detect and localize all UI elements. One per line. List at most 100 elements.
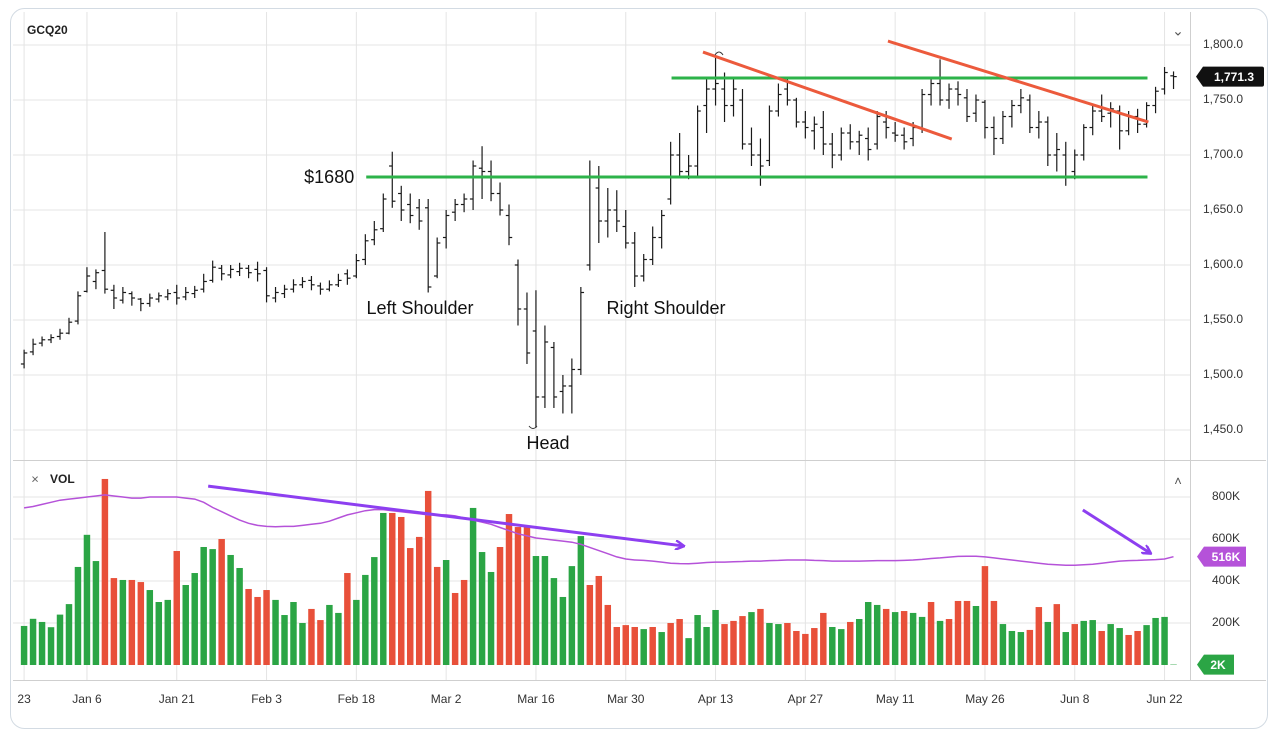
y-tick-label: 1,550.0	[1203, 312, 1243, 326]
volume-bar	[614, 627, 620, 665]
volume-bar	[1107, 624, 1113, 665]
volume-bar	[326, 605, 332, 665]
volume-bar	[901, 611, 907, 665]
volume-bar	[973, 606, 979, 665]
volume-bar	[649, 627, 655, 665]
volume-bar	[84, 535, 90, 665]
volume-bar	[640, 629, 646, 665]
volume-bar	[488, 572, 494, 665]
volume-bar	[910, 613, 916, 665]
volume-bar	[1080, 621, 1086, 665]
volume-bar	[39, 622, 45, 665]
x-tick-label: Mar 16	[517, 692, 555, 706]
volume-bar	[497, 547, 503, 665]
y-tick-label: 400K	[1212, 573, 1240, 587]
volume-bar	[479, 552, 485, 665]
collapse-toggle[interactable]: ⌄	[1172, 23, 1184, 39]
expand-toggle[interactable]: ˄	[1174, 473, 1182, 488]
y-tick-label: 1,700.0	[1203, 147, 1243, 161]
volume-bar	[838, 629, 844, 665]
volume-bar	[739, 616, 745, 665]
x-tick-label: 23	[17, 692, 31, 706]
volume-bar	[991, 601, 997, 665]
y-tick-label: 800K	[1212, 489, 1240, 503]
x-tick-label: Apr 13	[698, 692, 734, 706]
volume-bar	[524, 527, 530, 665]
y-tick-label: 200K	[1212, 615, 1240, 629]
volume-bar	[254, 597, 260, 665]
volume-bar	[57, 615, 63, 665]
volume-bar	[703, 627, 709, 665]
volume-bar	[937, 621, 943, 665]
volume-bar	[560, 597, 566, 665]
y-tick-label: 1,600.0	[1203, 257, 1243, 271]
volume-bar	[847, 622, 853, 665]
volume-bar	[820, 613, 826, 665]
volume-bar	[1098, 631, 1104, 665]
volume-bar	[165, 600, 171, 665]
volume-bar	[982, 566, 988, 665]
volume-bar	[730, 621, 736, 665]
volume-bar	[1036, 607, 1042, 665]
y-tick-label: 1,650.0	[1203, 202, 1243, 216]
volume-bar	[245, 589, 251, 665]
annotation: Head	[526, 433, 569, 453]
volume-bar	[1134, 631, 1140, 665]
volume-bar	[200, 547, 206, 665]
volume-bar	[551, 578, 557, 665]
volume-bar	[658, 632, 664, 665]
volume-bar	[685, 638, 691, 665]
volume-bar	[75, 567, 81, 665]
volume-bar	[335, 613, 341, 665]
volume-bar	[802, 634, 808, 665]
volume-bar	[1000, 624, 1006, 665]
volume-bar	[542, 556, 548, 665]
volume-bar	[389, 513, 395, 665]
volume-bar	[1143, 625, 1149, 665]
volume-bar	[1063, 632, 1069, 665]
volume-bar	[533, 556, 539, 665]
annotation: Left Shoulder	[366, 298, 473, 318]
volume-bar	[874, 605, 880, 665]
volume-bar	[102, 479, 108, 665]
volume-bar	[578, 536, 584, 665]
volume-bar	[829, 627, 835, 665]
x-tick-label: Mar 30	[607, 692, 645, 706]
volume-bar	[721, 624, 727, 665]
volume-bar	[1018, 632, 1024, 665]
volume-bar	[1125, 635, 1131, 665]
volume-bar	[1027, 630, 1033, 665]
volume-bar	[1089, 620, 1095, 665]
volume-bar	[1152, 618, 1158, 665]
volume-bar	[308, 609, 314, 665]
volume-bar	[1009, 631, 1015, 665]
volume-bar	[452, 593, 458, 665]
volume-label: 2K	[1210, 658, 1226, 672]
volume-bar	[147, 590, 153, 665]
volume-bar	[793, 631, 799, 665]
volume-bar	[380, 513, 386, 665]
volume-bar	[443, 560, 449, 665]
volume-bar	[191, 573, 197, 665]
volume-bar	[21, 626, 27, 665]
volume-bar	[865, 602, 871, 665]
volume-bar	[66, 604, 72, 665]
volume-bar	[676, 619, 682, 665]
volume-bar	[919, 617, 925, 665]
volume-bar	[129, 580, 135, 665]
volume-bar	[30, 619, 36, 665]
close-study[interactable]: ×	[31, 471, 39, 486]
volume-bar	[569, 566, 575, 665]
x-tick-label: Feb 3	[251, 692, 282, 706]
volume-bar	[470, 508, 476, 665]
volume-bar	[111, 578, 117, 665]
volume-bar	[272, 600, 278, 665]
volume-bar	[174, 551, 180, 665]
volume-bar	[344, 573, 350, 665]
x-tick-label: Mar 2	[431, 692, 462, 706]
y-tick-label: 1,500.0	[1203, 367, 1243, 381]
x-tick-label: Feb 18	[338, 692, 376, 706]
symbol-title: GCQ20	[27, 23, 68, 37]
volume-bar	[93, 561, 99, 665]
volume-bar	[712, 610, 718, 665]
